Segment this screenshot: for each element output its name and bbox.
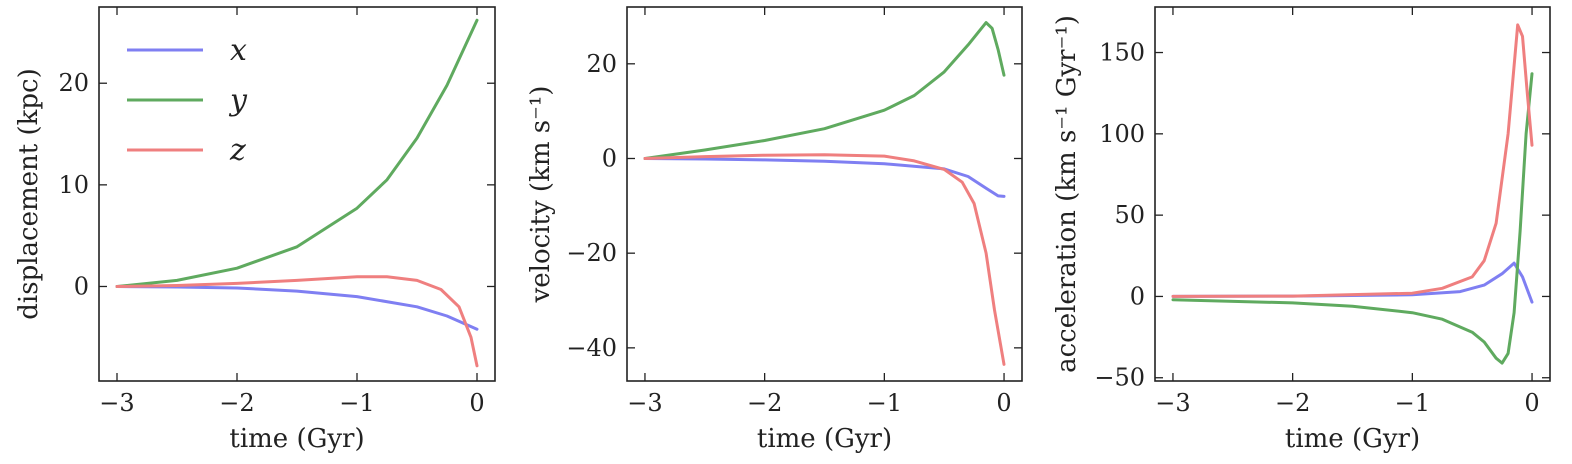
y-tick-label: 0 xyxy=(1130,282,1145,310)
panel-3: −3 −2 −1 0 −50 0 50 100 150 time (Gyr) acceleratio… xyxy=(1052,6,1551,454)
series-y-line xyxy=(115,18,479,288)
series-x-line xyxy=(643,157,1006,198)
x-tick-label: 0 xyxy=(469,389,484,417)
y-tick-label: 20 xyxy=(586,50,617,78)
axes-frame xyxy=(626,6,1023,382)
series-y-line xyxy=(643,21,1006,160)
x-tick-label: 0 xyxy=(1524,389,1539,417)
y-tick-label: 50 xyxy=(1114,201,1145,229)
panel-2: −3 −2 −1 0 −40 −20 0 20 time (Gyr) velocity (km s… xyxy=(526,6,1023,454)
series-z-line xyxy=(643,153,1006,366)
y-tick-label: 150 xyxy=(1099,39,1145,67)
y-tick-label: 20 xyxy=(58,69,89,97)
x-axis-label: time (Gyr) xyxy=(1285,424,1420,454)
series-y-line xyxy=(1171,72,1534,365)
x-tick-label: −3 xyxy=(1155,389,1190,417)
y-axis-label: acceleration (km s⁻¹ Gyr⁻¹) xyxy=(1052,15,1082,373)
x-tick-label: 0 xyxy=(996,389,1011,417)
x-tick-label: −2 xyxy=(1275,389,1310,417)
y-axis-label: displacement (kpc) xyxy=(14,68,44,319)
x-tick-label: −1 xyxy=(867,389,902,417)
y-tick-label: −50 xyxy=(1094,364,1145,392)
y-axis-label: velocity (km s⁻¹) xyxy=(526,86,556,304)
axes-frame xyxy=(98,6,496,382)
x-tick-label: −1 xyxy=(1395,389,1430,417)
y-tick-label: −40 xyxy=(566,334,617,362)
legend-label-x: x xyxy=(230,33,247,68)
x-tick-label: −1 xyxy=(339,389,374,417)
legend: xyz xyxy=(127,33,248,168)
y-tick-label: 0 xyxy=(74,272,89,300)
y-tick-label: −20 xyxy=(566,239,617,267)
x-tick-label: −3 xyxy=(99,389,134,417)
y-tick-label: 10 xyxy=(58,171,89,199)
series-z-line xyxy=(1171,23,1534,298)
x-axis-label: time (Gyr) xyxy=(757,424,892,454)
legend-label-y: y xyxy=(228,83,248,118)
series-x-line xyxy=(115,285,479,331)
x-tick-label: −3 xyxy=(627,389,662,417)
x-tick-label: −2 xyxy=(219,389,254,417)
panel-1: −3 −2 −1 0 0 10 20 time (Gyr) displacement (kpc)… xyxy=(14,6,496,454)
series-z-line xyxy=(115,275,479,368)
legend-label-z: z xyxy=(229,133,246,168)
axes-frame xyxy=(1154,6,1551,382)
x-tick-label: −2 xyxy=(747,389,782,417)
x-axis-label: time (Gyr) xyxy=(229,424,364,454)
y-tick-label: 100 xyxy=(1099,120,1145,148)
y-tick-label: 0 xyxy=(602,144,617,172)
